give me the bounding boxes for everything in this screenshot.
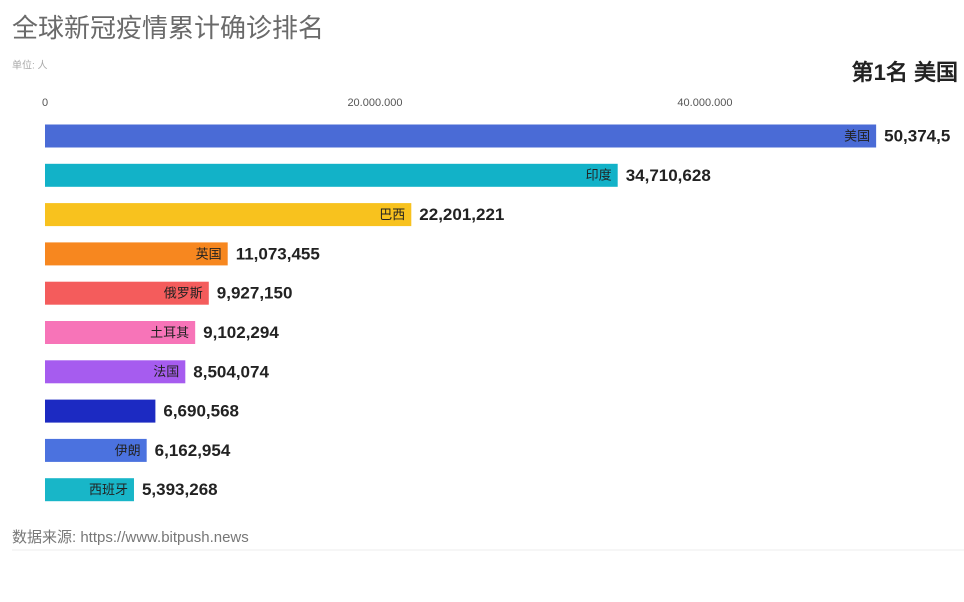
rank-annotation: 第1名 美国 [852, 60, 958, 85]
chart-title: 全球新冠疫情累计确诊排名 [12, 13, 324, 43]
value-label: 9,102,294 [203, 323, 279, 342]
bar [45, 399, 156, 423]
bar [45, 124, 877, 148]
value-label: 50,374,5 [884, 126, 950, 145]
bar-label: 西班牙 [89, 482, 128, 497]
subtitle: 单位: 人 [12, 59, 48, 72]
value-label: 34,710,628 [626, 166, 711, 185]
value-label: 5,393,268 [142, 480, 218, 499]
bar [45, 281, 209, 305]
bar-label: 印度 [586, 168, 612, 183]
bar [45, 360, 186, 384]
bar [45, 478, 134, 502]
bar [45, 438, 147, 462]
bar [45, 163, 618, 187]
bar-label: 伊朗 [115, 443, 141, 458]
value-label: 6,690,568 [163, 402, 239, 421]
x-tick-label: 20.000.000 [347, 97, 402, 109]
bar-label: 法国 [153, 364, 179, 379]
bar [45, 321, 196, 344]
bar-label: 英国 [196, 246, 222, 261]
value-label: 9,927,150 [217, 284, 293, 303]
bar-label: 俄罗斯 [164, 286, 203, 301]
value-label: 22,201,221 [419, 205, 504, 224]
bar-label: 美国 [844, 128, 870, 143]
bar-label: 巴西 [379, 207, 405, 222]
bar-label: 土耳其 [150, 325, 189, 340]
source: 数据来源: https://www.bitpush.news [12, 529, 249, 546]
bar [45, 242, 228, 266]
x-tick-label: 0 [42, 97, 48, 109]
value-label: 6,162,954 [155, 441, 231, 460]
value-label: 11,073,455 [236, 244, 320, 263]
bar [45, 203, 412, 227]
x-tick-label: 40.000.000 [677, 97, 732, 109]
value-label: 8,504,074 [193, 362, 269, 381]
